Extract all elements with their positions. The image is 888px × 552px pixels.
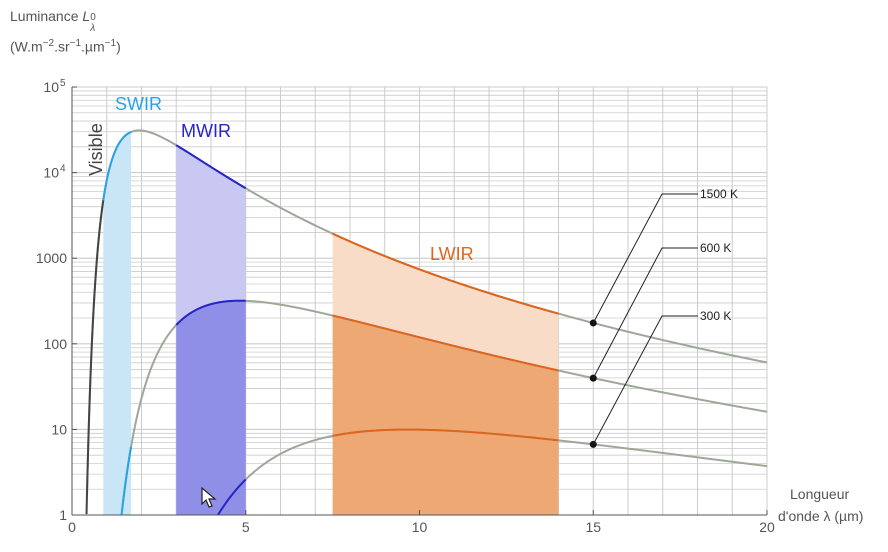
series-label-300k: 300 K (700, 309, 731, 323)
mwir-band-label: MWIR (181, 121, 231, 141)
axes (71, 86, 768, 516)
x-tick-label: 5 (242, 519, 250, 535)
x-tick-label: 15 (585, 519, 601, 535)
mouse-cursor-icon (201, 487, 217, 508)
mwir-curve-300k (217, 478, 247, 516)
annotations: Visible SWIR MWIR LWIR 1500 K 600 K 300 K (86, 94, 738, 448)
x-tick-label: 0 (68, 519, 76, 535)
y-tick-label: 1000 (36, 250, 67, 266)
swir-band-fill (103, 131, 132, 515)
x-tick-label: 20 (759, 519, 775, 535)
mwir-band-fill-upper (176, 145, 246, 326)
swir-curve-600k (120, 446, 133, 516)
mwir-band-fill-lower (176, 300, 246, 515)
swir-band-label: SWIR (115, 94, 162, 114)
x-axis-label-line2: d'onde λ (µm) (778, 508, 864, 524)
visible-band-label: Visible (86, 123, 106, 176)
leader-line-300k (592, 315, 698, 445)
leader-line-1500k (592, 193, 698, 324)
y-tick-exponent: 5 (60, 78, 66, 89)
lwir-band-label: LWIR (430, 244, 474, 264)
curves (85, 129, 768, 516)
mwir-curve-1500k (175, 144, 247, 190)
y-axis-label-line2: (W.m−2.sr−1.µm−1) (10, 38, 121, 55)
y-tick-label: 10 (51, 421, 67, 437)
series-label-600k: 600 K (700, 241, 731, 255)
leader-line-600k (592, 247, 698, 379)
lwir-band-fill-lower (332, 315, 559, 515)
y-tick-label: 100 (44, 336, 68, 352)
y-tick-label: 10 (43, 165, 59, 181)
visible-curve-1500k (85, 200, 105, 515)
lwir-band-fill-upper (332, 233, 559, 371)
series-label-1500k: 1500 K (700, 187, 738, 201)
lwir-curve-300k (332, 428, 559, 442)
band-fills (103, 131, 559, 515)
x-axis-label-line1: Longueur (790, 486, 850, 502)
lwir-curve-600k (332, 314, 559, 372)
y-tick-label: 10 (43, 79, 59, 95)
lwir-curve-1500k (332, 232, 559, 315)
mwir-curve-600k (175, 299, 246, 326)
y-tick-exponent: 4 (60, 164, 66, 175)
x-tick-label: 10 (412, 519, 428, 535)
swir-curve-1500k (102, 131, 132, 201)
y-tick-label: 1 (59, 507, 67, 523)
